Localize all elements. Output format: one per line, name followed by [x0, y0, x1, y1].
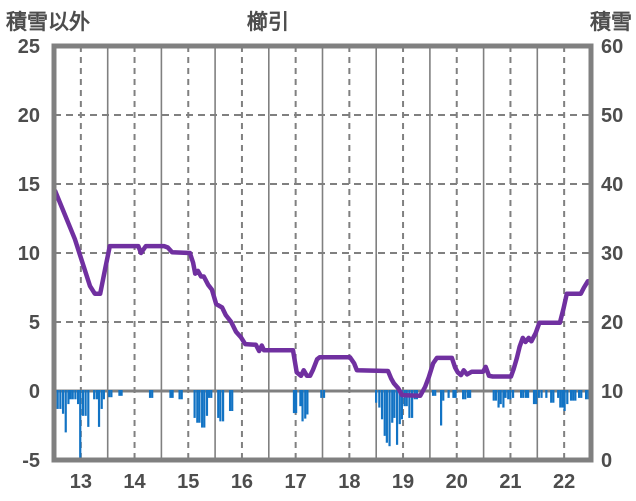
svg-text:15: 15	[177, 471, 199, 493]
left-axis-tick-labels: 25 20 15 10 5 0 -5	[18, 36, 40, 472]
svg-text:17: 17	[285, 471, 307, 493]
svg-text:19: 19	[392, 471, 414, 493]
svg-text:21: 21	[499, 471, 521, 493]
svg-text:20: 20	[601, 312, 623, 334]
svg-text:5: 5	[29, 312, 40, 334]
svg-text:16: 16	[231, 471, 253, 493]
svg-text:10: 10	[18, 243, 40, 265]
svg-text:14: 14	[123, 471, 146, 493]
svg-text:-5: -5	[22, 450, 40, 472]
svg-text:40: 40	[601, 174, 623, 196]
svg-text:13: 13	[70, 471, 92, 493]
svg-text:18: 18	[338, 471, 360, 493]
left-axis-title: 積雪以外	[6, 11, 90, 34]
right-axis-tick-labels: 60 50 40 30 20 10 0	[601, 36, 623, 472]
chart-title: 櫛引	[247, 11, 289, 34]
svg-text:50: 50	[601, 105, 623, 127]
line-series	[52, 188, 594, 399]
svg-text:20: 20	[18, 105, 40, 127]
svg-text:0: 0	[29, 381, 40, 403]
svg-text:30: 30	[601, 243, 623, 265]
svg-text:15: 15	[18, 174, 40, 196]
right-axis-title: 積雪	[590, 11, 632, 34]
svg-text:10: 10	[601, 381, 623, 403]
x-axis-tick-labels: 13 14 15 16 17 18 19 20 21 22	[70, 471, 576, 493]
svg-text:20: 20	[446, 471, 468, 493]
svg-text:22: 22	[553, 471, 575, 493]
svg-text:0: 0	[601, 450, 612, 472]
svg-text:60: 60	[601, 36, 623, 58]
plot-border	[51, 43, 594, 463]
bar-series	[53, 390, 590, 460]
svg-text:25: 25	[18, 36, 40, 58]
